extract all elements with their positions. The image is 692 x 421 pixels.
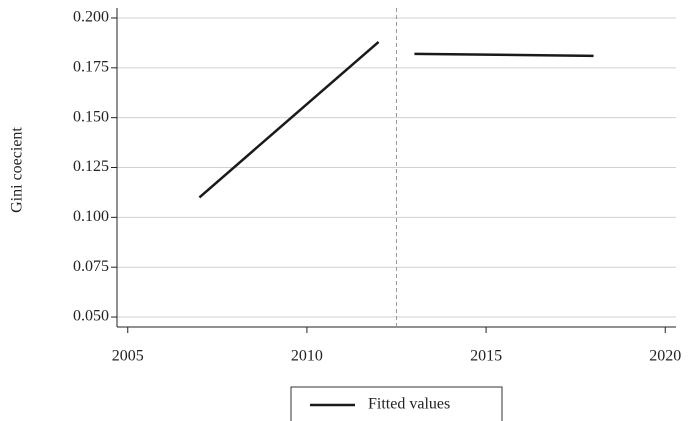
legend-label: Fitted values bbox=[368, 396, 450, 413]
line bbox=[198, 40, 380, 199]
y-tick-label: 0.125 bbox=[73, 158, 109, 175]
y-tick-label: 0.175 bbox=[73, 58, 109, 75]
x-tick-label: 2010 bbox=[291, 348, 323, 365]
y-tick-label: 0.150 bbox=[73, 108, 109, 125]
x-tick-label: 2005 bbox=[112, 348, 144, 365]
y-axis-label: Gini coecient bbox=[9, 127, 26, 213]
y-tick-label: 0.050 bbox=[73, 308, 109, 325]
y-tick-label: 0.200 bbox=[73, 9, 109, 26]
line bbox=[414, 52, 594, 58]
x-tick-label: 2020 bbox=[649, 348, 681, 365]
y-tick-label: 0.100 bbox=[73, 208, 109, 225]
x-tick-label: 2015 bbox=[470, 348, 502, 365]
y-tick-label: 0.075 bbox=[73, 258, 109, 275]
